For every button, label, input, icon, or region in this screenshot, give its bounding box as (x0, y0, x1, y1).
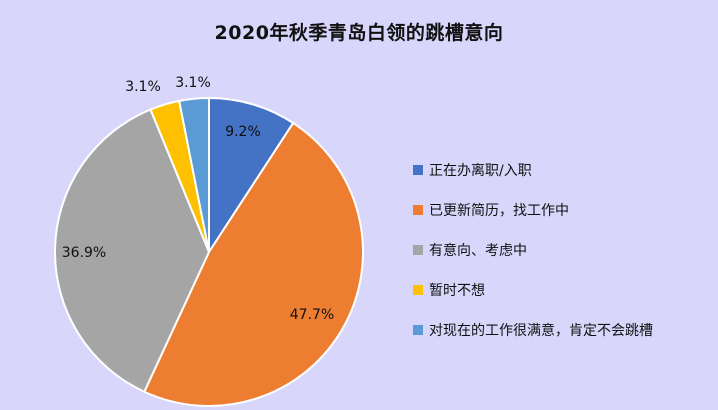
legend-swatch (413, 245, 423, 255)
legend-label: 暂时不想 (429, 283, 485, 299)
pie-slice (208, 96, 295, 256)
pie-slice (178, 96, 210, 253)
legend: 正在办离职/入职 已更新简历，找工作中 有意向、考虑中 暂时不想 对现在的工作很… (413, 160, 653, 360)
legend-swatch (413, 205, 423, 215)
legend-item: 对现在的工作很满意，肯定不会跳槽 (413, 320, 653, 340)
legend-item: 已更新简历，找工作中 (413, 200, 653, 220)
slice-data-label: 36.9% (62, 245, 106, 261)
legend-label: 对现在的工作很满意，肯定不会跳槽 (429, 323, 653, 339)
pie-slice (54, 108, 211, 394)
slice-data-label: 3.1% (125, 79, 161, 95)
legend-item: 暂时不想 (413, 280, 653, 300)
pie-slice (142, 121, 364, 407)
legend-item: 正在办离职/入职 (413, 160, 653, 180)
legend-label: 已更新简历，找工作中 (429, 203, 569, 219)
slice-data-label: 9.2% (225, 124, 261, 140)
legend-label: 有意向、考虑中 (429, 243, 527, 259)
slice-data-label: 47.7% (290, 307, 334, 323)
legend-swatch (413, 325, 423, 335)
legend-item: 有意向、考虑中 (413, 240, 653, 260)
slice-data-label: 3.1% (175, 75, 211, 91)
chart-title: 2020年秋季青岛白领的跳槽意向 (214, 22, 504, 44)
legend-label: 正在办离职/入职 (429, 163, 532, 179)
legend-swatch (413, 285, 423, 295)
legend-swatch (413, 165, 423, 175)
